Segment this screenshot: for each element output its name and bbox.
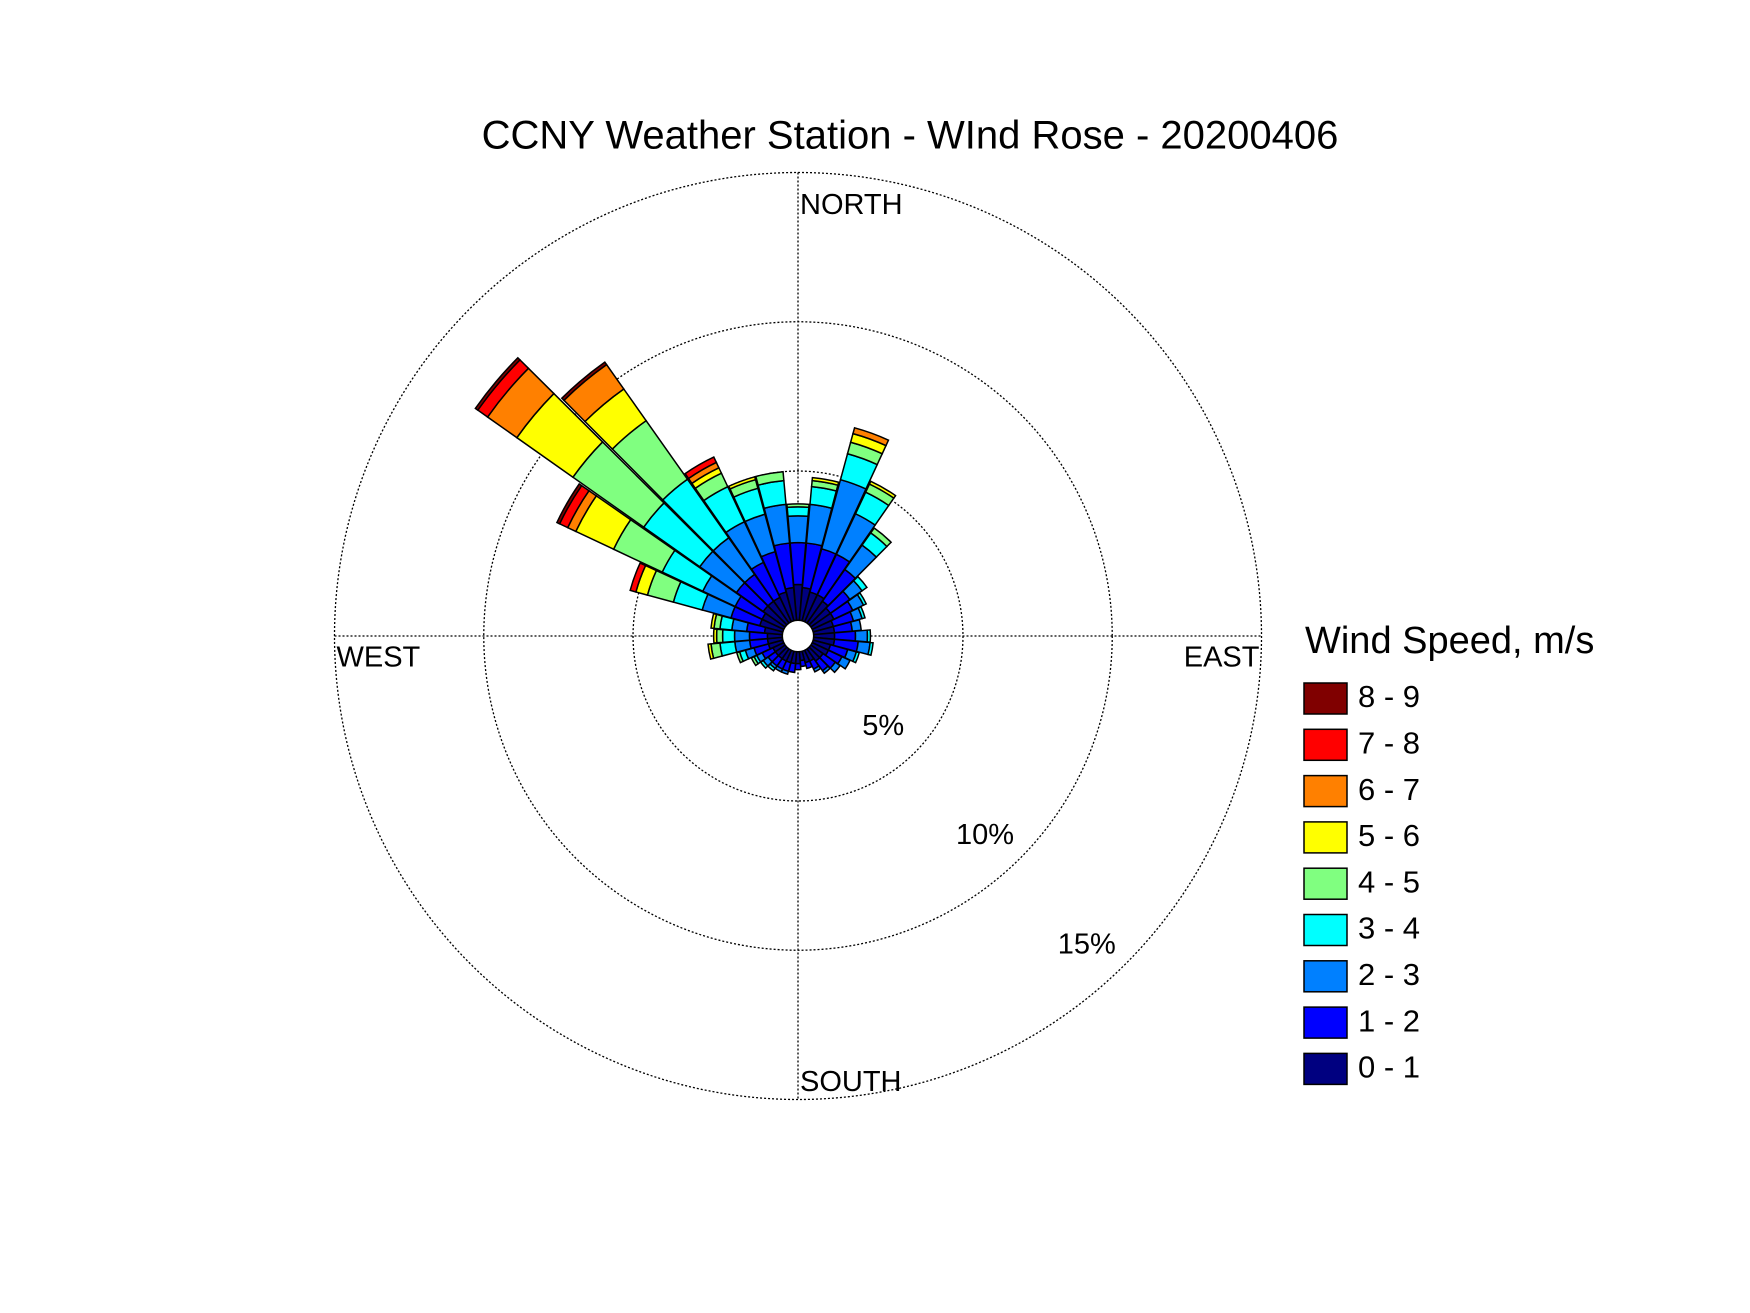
wind-segment: [867, 641, 874, 657]
wind-segment: [868, 480, 897, 500]
wind-segment: [684, 456, 718, 480]
legend-swatch: [1303, 867, 1348, 900]
legend-title: Wind Speed, m/s: [1305, 620, 1594, 662]
chart-title: CCNY Weather Station - WInd Rose - 20200…: [482, 114, 1339, 158]
wind-segment: [715, 628, 724, 644]
legend-label: 7 - 8: [1358, 725, 1420, 760]
wind-segment: [721, 628, 736, 644]
wind-segment: [560, 361, 608, 402]
wind-segment: [869, 526, 893, 548]
legend-label: 8 - 9: [1358, 679, 1420, 714]
wind-segment: [474, 356, 522, 412]
wind-segment: [727, 475, 757, 490]
legend-label: 4 - 5: [1358, 864, 1420, 899]
legend-label: 0 - 1: [1358, 1050, 1420, 1085]
grid-circle: [333, 171, 1263, 1101]
wind-segment: [787, 515, 809, 544]
wind-segment: [849, 618, 863, 632]
wind-segment: [754, 470, 785, 487]
wind-segment: [851, 650, 861, 664]
wind-segment: [629, 562, 647, 593]
grid: [333, 171, 1263, 1101]
r-tick-label: 5%: [862, 710, 904, 742]
wind-segment: [856, 591, 868, 607]
legend-swatch: [1303, 913, 1348, 947]
wind-segment: [812, 665, 822, 673]
legend-swatch: [1303, 774, 1348, 808]
wind-segment: [821, 665, 832, 675]
legend-swatch: [1303, 1006, 1348, 1039]
wind-segment: [786, 506, 810, 518]
wind-segment: [852, 575, 868, 592]
wind-segment: [811, 476, 840, 487]
center-hole: [781, 619, 815, 653]
r-tick-label: 10%: [956, 819, 1014, 851]
axis-label: EAST: [1184, 642, 1260, 674]
axis-label: NORTH: [800, 189, 903, 221]
axis-label: WEST: [337, 642, 421, 674]
wind-segment: [854, 629, 869, 643]
legend-swatch: [1303, 960, 1348, 993]
legend-swatch: [1303, 821, 1348, 854]
wind-segment: [555, 482, 583, 525]
wind-segment: [733, 629, 751, 643]
wind-segment: [804, 660, 814, 670]
legend-label: 1 - 2: [1358, 1003, 1420, 1038]
wind-segment: [786, 503, 810, 509]
wind-segment: [707, 643, 715, 660]
wind-segment: [866, 629, 872, 643]
legend-label: 2 - 3: [1358, 957, 1420, 992]
legend-label: 6 - 7: [1358, 772, 1420, 807]
wind-segment: [857, 605, 866, 620]
r-tick-label: 15%: [1058, 928, 1116, 960]
axis-label: SOUTH: [800, 1066, 902, 1098]
wind-segment: [712, 628, 718, 644]
legend-swatch: [1303, 1052, 1348, 1086]
legend-label: 3 - 4: [1358, 911, 1420, 946]
legend-swatch: [1303, 682, 1348, 715]
legend-label: 5 - 6: [1358, 818, 1420, 853]
wind-segment: [829, 661, 842, 674]
wind-segment: [852, 426, 890, 447]
legend-swatch: [1303, 728, 1348, 762]
